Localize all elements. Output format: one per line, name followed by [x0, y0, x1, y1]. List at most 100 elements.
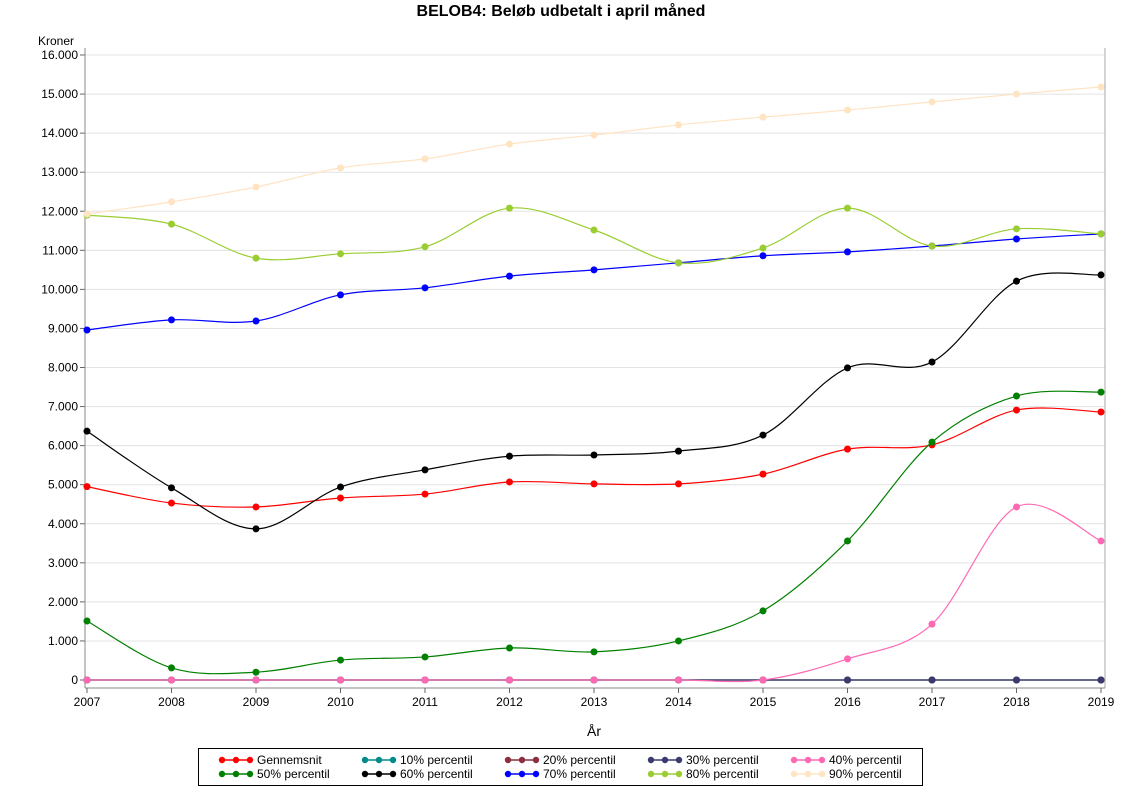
legend-marker	[361, 770, 369, 778]
data-point	[506, 644, 513, 652]
data-point	[844, 445, 851, 453]
data-point	[506, 204, 513, 212]
legend-marker	[218, 756, 226, 764]
series-line	[86, 86, 1102, 215]
y-tick-label: 5.000	[48, 478, 78, 492]
data-point	[1097, 230, 1105, 238]
x-tick-label: 2019	[1088, 695, 1115, 709]
legend-label: 60% percentil	[400, 767, 473, 781]
data-point	[252, 183, 260, 191]
data-point	[844, 537, 851, 545]
legend-marker	[790, 756, 798, 764]
legend-label: 10% percentil	[400, 753, 473, 767]
data-point	[506, 676, 513, 684]
legend-item: 70% percentil	[504, 767, 616, 781]
y-tick-label: 16.000	[41, 48, 78, 62]
data-point	[168, 316, 175, 324]
data-point	[675, 480, 682, 488]
data-point	[252, 317, 260, 325]
x-axis-label: År	[587, 723, 601, 739]
data-point	[168, 484, 175, 492]
legend-marker	[504, 770, 512, 778]
series-gennemsnit	[83, 406, 1105, 511]
legend-item: 10% percentil	[361, 753, 473, 767]
x-tick-label: 2012	[496, 695, 523, 709]
data-point	[168, 220, 175, 228]
legend-marker	[647, 770, 655, 778]
y-tick-label: 10.000	[41, 282, 78, 296]
data-point	[675, 676, 682, 684]
data-point	[1013, 406, 1020, 414]
series-90-percentil	[83, 83, 1105, 218]
data-point	[590, 676, 598, 684]
data-point	[675, 637, 682, 645]
y-tick-label: 0	[71, 673, 78, 687]
x-tick-label: 2014	[665, 695, 692, 709]
data-point	[252, 525, 260, 533]
data-point	[675, 121, 682, 129]
series-line	[86, 207, 1102, 264]
legend-marker	[246, 756, 254, 764]
legend-item: 50% percentil	[218, 767, 330, 781]
data-point	[590, 480, 598, 488]
x-tick-label: 2015	[750, 695, 777, 709]
legend-marker	[661, 770, 669, 778]
data-point	[506, 452, 513, 460]
legend-marker	[232, 770, 240, 778]
series-50-percentil	[83, 388, 1105, 676]
data-point	[759, 252, 767, 260]
data-point	[928, 98, 936, 106]
y-tick-label: 12.000	[41, 204, 78, 218]
data-point	[844, 204, 851, 212]
legend-marker	[818, 770, 826, 778]
x-tick-label: 2016	[834, 695, 861, 709]
series-line	[86, 233, 1102, 331]
legend-marker	[818, 756, 826, 764]
x-tick-label: 2017	[919, 695, 946, 709]
data-point	[1013, 503, 1020, 511]
legend-label: 70% percentil	[543, 767, 616, 781]
y-tick-label: 15.000	[41, 87, 78, 101]
data-point	[252, 676, 260, 684]
data-point	[421, 466, 429, 474]
data-point	[1097, 676, 1105, 684]
y-tick-label: 6.000	[48, 439, 78, 453]
legend-item: 30% percentil	[647, 753, 759, 767]
y-tick-label: 2.000	[48, 595, 78, 609]
legend-label: 80% percentil	[686, 767, 759, 781]
data-point	[1097, 408, 1105, 416]
legend-marker	[532, 770, 540, 778]
data-point	[421, 155, 429, 163]
legend-label: 30% percentil	[686, 753, 759, 767]
legend-marker	[389, 756, 397, 764]
legend-item: 60% percentil	[361, 767, 473, 781]
data-point	[83, 427, 91, 435]
legend-label: 50% percentil	[257, 767, 330, 781]
y-tick-label: 1.000	[48, 634, 78, 648]
x-tick-label: 2008	[158, 695, 185, 709]
y-tick-label: 9.000	[48, 321, 78, 335]
data-point	[337, 494, 344, 502]
data-point	[590, 451, 598, 459]
legend-marker	[361, 756, 369, 764]
legend-marker	[375, 756, 383, 764]
x-tick-label: 2018	[1003, 695, 1030, 709]
legend-box	[198, 748, 923, 786]
data-point	[83, 483, 91, 491]
data-point	[1097, 537, 1105, 545]
x-tick-label: 2011	[412, 695, 438, 709]
legend-marker	[675, 770, 683, 778]
legend-marker	[790, 770, 798, 778]
data-point	[168, 198, 175, 206]
legend-item: 80% percentil	[647, 767, 759, 781]
data-point	[252, 668, 260, 676]
data-point	[1013, 235, 1020, 243]
data-point	[506, 140, 513, 148]
data-point	[590, 226, 598, 234]
legend-label: 40% percentil	[829, 753, 902, 767]
data-point	[252, 254, 260, 262]
y-tick-label: 13.000	[41, 165, 78, 179]
data-point	[421, 243, 429, 251]
